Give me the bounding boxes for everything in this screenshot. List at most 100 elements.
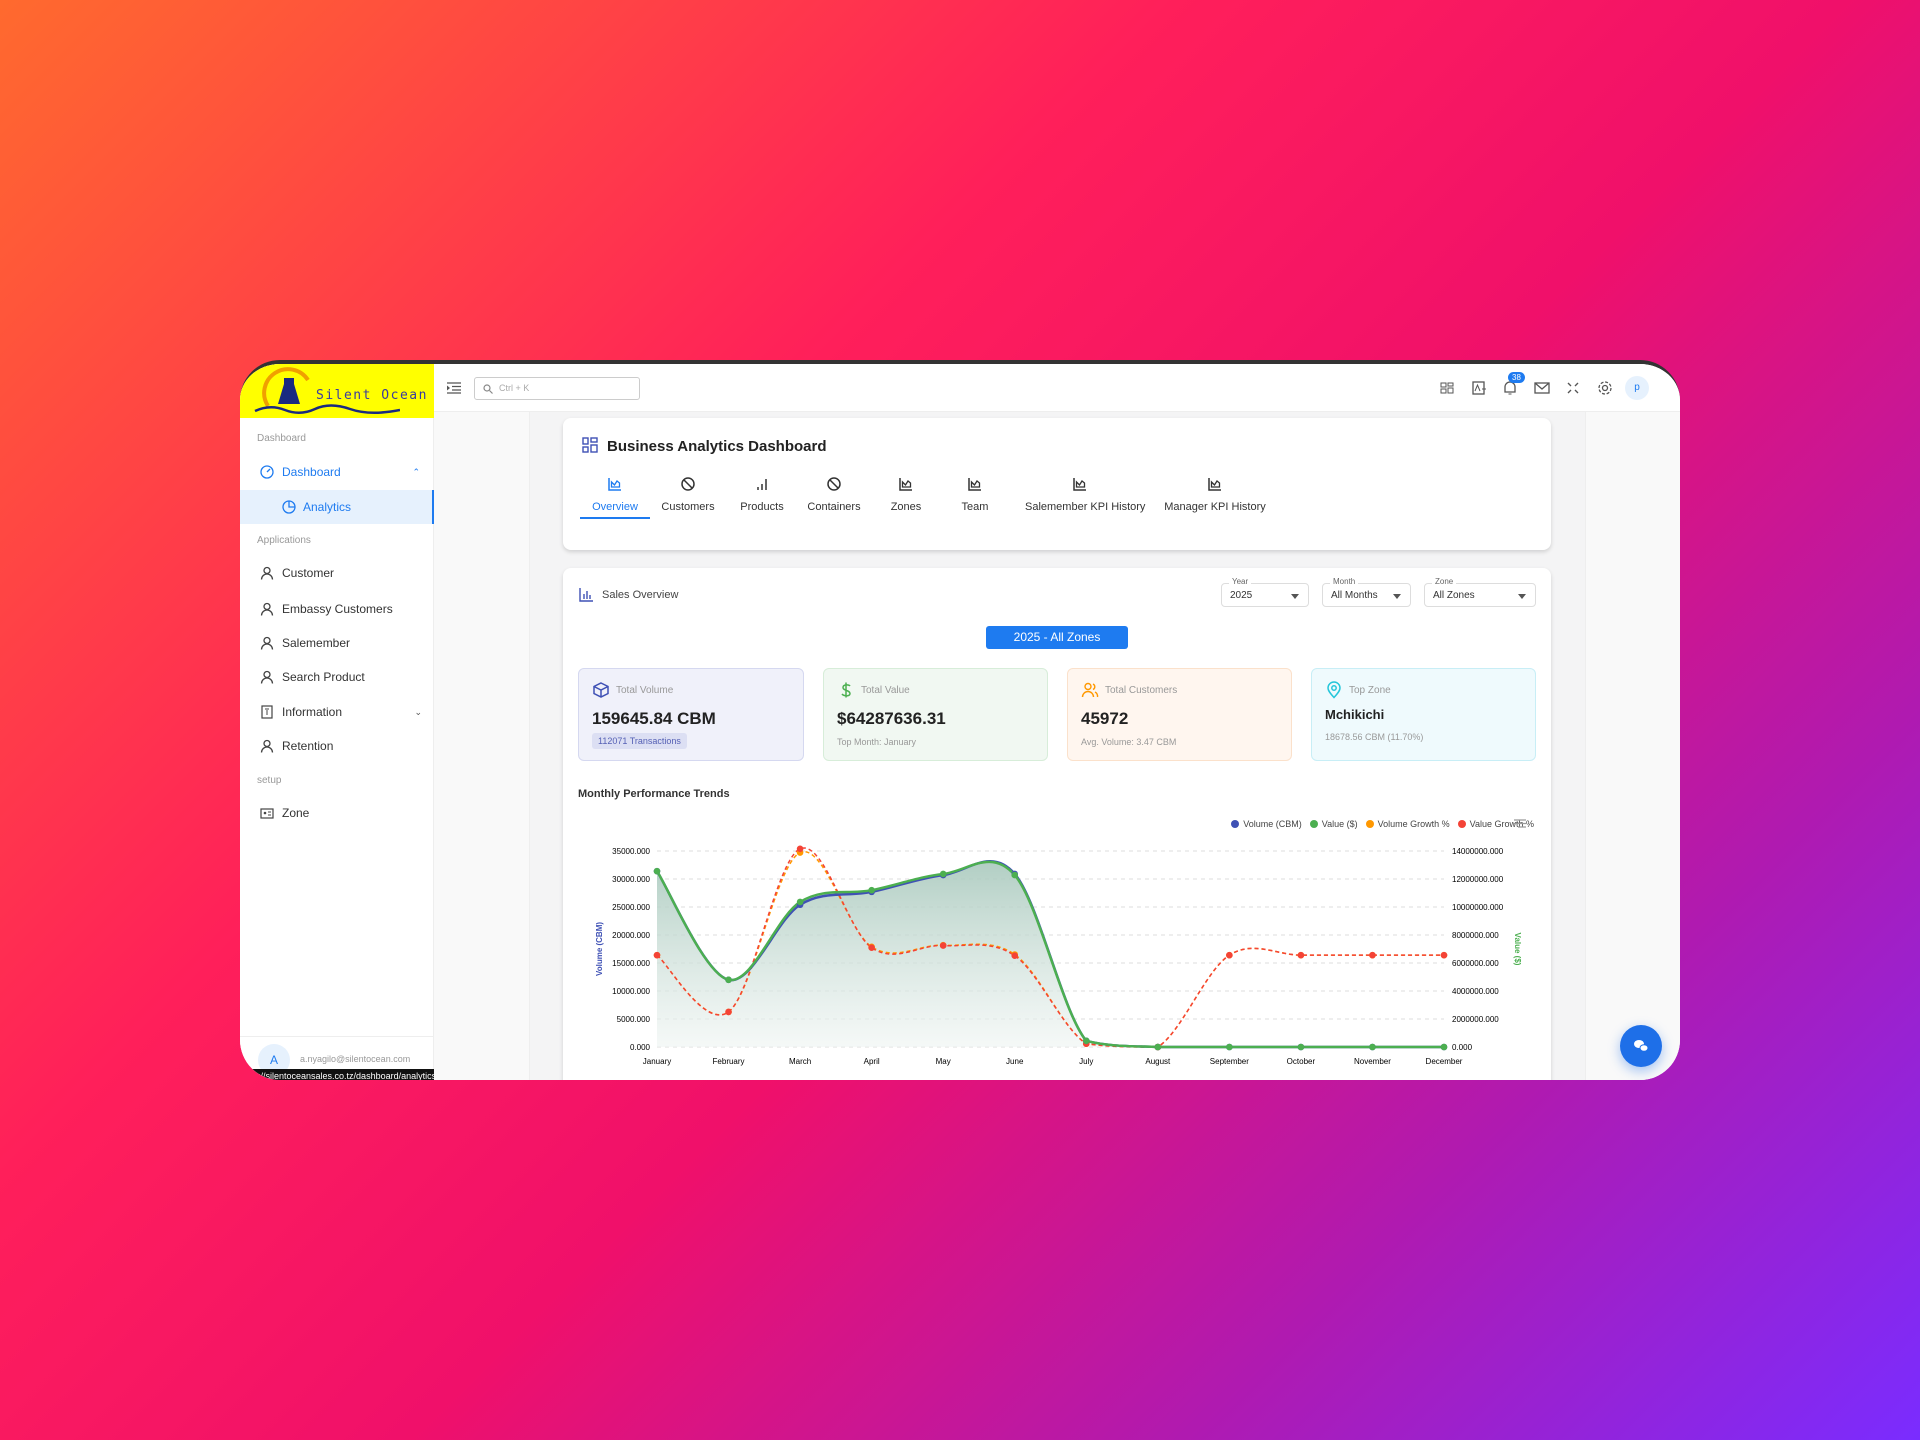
id-card-icon bbox=[260, 808, 274, 819]
legend-item[interactable]: Value Growth % bbox=[1457, 819, 1534, 829]
data-point[interactable] bbox=[1369, 951, 1376, 959]
tab-manager-kpi-history[interactable]: Manager KPI History bbox=[1160, 476, 1270, 513]
sidebar-item-information[interactable]: Information ⌄ bbox=[240, 697, 434, 727]
tab-containers[interactable]: Containers bbox=[779, 476, 889, 513]
ship-logo-icon bbox=[254, 367, 400, 414]
user-icon bbox=[260, 602, 274, 616]
chart-menu-icon[interactable] bbox=[1514, 819, 1526, 829]
series-line-volume-growth- bbox=[656, 851, 1444, 1048]
sidebar-item-label: Zone bbox=[282, 806, 310, 820]
chevron-down-icon bbox=[1291, 594, 1299, 603]
data-point[interactable] bbox=[796, 845, 804, 853]
tab-overview[interactable]: Overview bbox=[560, 476, 670, 513]
sidebar-item-embassy-customers[interactable]: Embassy Customers bbox=[240, 594, 434, 624]
x-tick-label: June bbox=[1006, 1057, 1024, 1066]
y2-tick-label: 6000000.000 bbox=[1452, 959, 1499, 968]
data-point[interactable] bbox=[1440, 1043, 1448, 1051]
apps-icon[interactable] bbox=[1438, 379, 1456, 397]
data-point[interactable] bbox=[653, 867, 661, 875]
search-placeholder: Ctrl + K bbox=[499, 383, 530, 393]
tab-zones[interactable]: Zones bbox=[851, 476, 961, 513]
kpi-value: $64287636.31 bbox=[837, 709, 946, 728]
sidebar-item-dashboard[interactable]: Dashboard ⌃ bbox=[240, 457, 434, 487]
divider bbox=[240, 1036, 434, 1037]
user-avatar-header[interactable]: p bbox=[1625, 376, 1649, 400]
kpi-top-zone: Top Zone Mchikichi 18678.56 CBM (11.70%) bbox=[1311, 668, 1536, 761]
data-point[interactable] bbox=[725, 976, 732, 984]
sidebar-item-salemember[interactable]: Salemember bbox=[240, 628, 434, 658]
chevron-up-icon: ⌃ bbox=[412, 466, 420, 477]
data-point[interactable] bbox=[725, 1008, 732, 1016]
kpi-total-value: Total Value $64287636.31 Top Month: Janu… bbox=[823, 668, 1048, 761]
data-point[interactable] bbox=[1011, 871, 1019, 879]
translate-icon[interactable] bbox=[1470, 379, 1488, 397]
tab-customers[interactable]: Customers bbox=[633, 476, 743, 513]
kpi-sub: Avg. Volume: 3.47 CBM bbox=[1081, 737, 1177, 747]
data-point[interactable] bbox=[1440, 951, 1448, 959]
chat-icon bbox=[1634, 1040, 1649, 1052]
y2-tick-label: 2000000.000 bbox=[1452, 1015, 1499, 1024]
x-tick-label: February bbox=[713, 1057, 745, 1066]
info-file-icon bbox=[261, 705, 273, 719]
mail-icon[interactable] bbox=[1533, 379, 1551, 397]
y2-axis-label: Value ($) bbox=[1513, 933, 1522, 966]
sidebar-item-customer[interactable]: Customer bbox=[240, 558, 434, 588]
month-select[interactable]: Month All Months bbox=[1322, 577, 1411, 607]
box-icon bbox=[593, 682, 609, 698]
y2-tick-label: 4000000.000 bbox=[1452, 987, 1499, 996]
kpi-value: 159645.84 CBM bbox=[592, 709, 716, 728]
data-point[interactable] bbox=[1226, 1043, 1233, 1051]
data-point[interactable] bbox=[796, 898, 804, 906]
tab-label: Products bbox=[740, 501, 784, 513]
data-point[interactable] bbox=[1297, 1043, 1305, 1051]
data-point[interactable] bbox=[868, 886, 875, 894]
tab-label: Team bbox=[961, 501, 989, 513]
sidebar-item-zone[interactable]: Zone bbox=[240, 798, 434, 828]
legend-item[interactable]: Value ($) bbox=[1309, 819, 1358, 829]
bar-chart-icon bbox=[579, 588, 593, 602]
data-point[interactable] bbox=[1082, 1037, 1090, 1045]
search-input[interactable]: Ctrl + K bbox=[474, 377, 640, 400]
data-point[interactable] bbox=[653, 951, 661, 959]
data-point[interactable] bbox=[939, 942, 947, 949]
y-axis-label: Volume (CBM) bbox=[595, 922, 604, 976]
data-point[interactable] bbox=[1369, 1043, 1376, 1051]
data-point[interactable] bbox=[939, 870, 947, 878]
data-point[interactable] bbox=[1011, 952, 1019, 960]
tab-label: Zones bbox=[890, 501, 922, 513]
tab-team[interactable]: Team bbox=[920, 476, 1030, 513]
sidebar-item-analytics[interactable]: Analytics bbox=[240, 490, 434, 524]
sales-overview-title: Sales Overview bbox=[602, 589, 679, 601]
y-tick-label: 20000.000 bbox=[612, 931, 650, 940]
data-point[interactable] bbox=[868, 944, 875, 952]
sidebar-item-retention[interactable]: Retention bbox=[240, 731, 434, 761]
x-tick-label: August bbox=[1145, 1057, 1171, 1066]
notification-badge: 38 bbox=[1508, 372, 1525, 383]
sidebar-item-search-product[interactable]: Search Product bbox=[240, 662, 434, 692]
brand-name: Silent Ocean bbox=[316, 388, 428, 403]
status-url-tooltip: tps://silentoceansales.co.tz/dashboard/a… bbox=[240, 1069, 462, 1080]
user-email[interactable]: a.nyagilo@silentocean.com bbox=[300, 1054, 411, 1064]
chat-button[interactable] bbox=[1620, 1025, 1662, 1067]
x-tick-label: November bbox=[1354, 1057, 1391, 1066]
kpi-value: 45972 bbox=[1081, 709, 1129, 728]
chart-icon bbox=[1208, 478, 1221, 491]
fullscreen-icon[interactable] bbox=[1564, 379, 1582, 397]
transactions-badge: 112071 Transactions bbox=[592, 733, 687, 749]
dashboard-header-card bbox=[563, 418, 1551, 550]
tab-salemember-kpi-history[interactable]: Salemember KPI History bbox=[1025, 476, 1145, 513]
data-point[interactable] bbox=[1226, 951, 1233, 959]
y-tick-label: 5000.000 bbox=[617, 1015, 651, 1024]
zone-select[interactable]: Zone All Zones bbox=[1424, 577, 1536, 607]
y-tick-label: 15000.000 bbox=[612, 959, 650, 968]
year-select[interactable]: Year 2025 bbox=[1221, 577, 1309, 607]
brand-logo[interactable]: Silent Ocean bbox=[240, 364, 434, 418]
gear-icon[interactable] bbox=[1596, 379, 1614, 397]
tab-products[interactable]: Products bbox=[707, 476, 817, 513]
legend-item[interactable]: Volume (CBM) bbox=[1231, 819, 1302, 829]
legend-marker bbox=[1309, 820, 1318, 828]
data-point[interactable] bbox=[1297, 951, 1305, 959]
legend-item[interactable]: Volume Growth % bbox=[1365, 819, 1450, 829]
menu-toggle-icon[interactable] bbox=[447, 382, 461, 394]
data-point[interactable] bbox=[1154, 1043, 1162, 1051]
